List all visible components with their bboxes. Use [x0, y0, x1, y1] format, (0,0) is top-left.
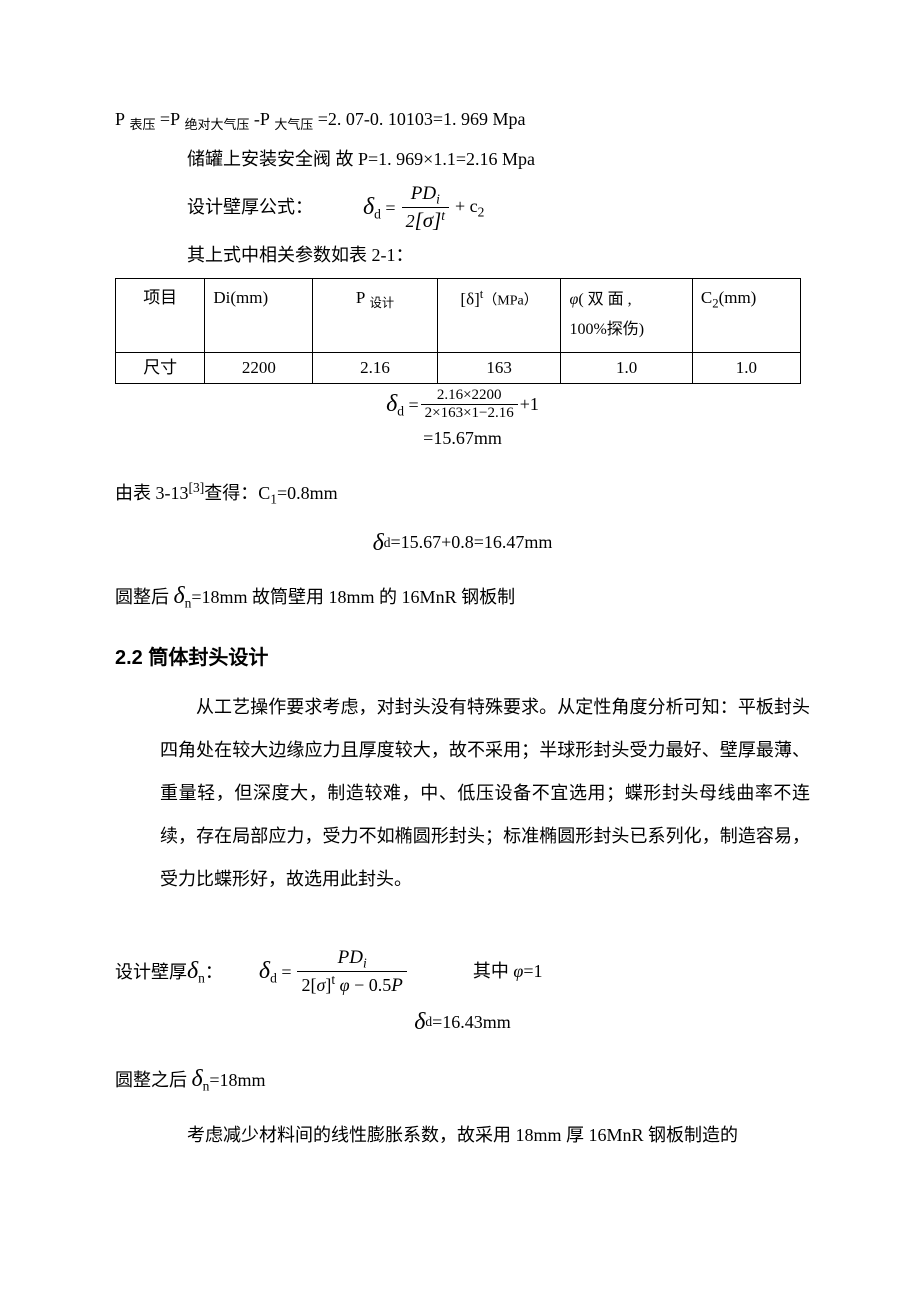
calc-delta-d-3: δd=16.43mm: [115, 1004, 810, 1041]
td-di: 2200: [205, 352, 313, 383]
th-di: Di(mm): [205, 279, 313, 353]
design-thickness-formula-2: 设计壁厚δn： δd = PDi 2[σ]t φ − 0.5P 其中 φ=1其中…: [115, 945, 810, 998]
th-sigma: [δ]t（MPa）: [437, 279, 561, 353]
th-p-design: P 设计: [313, 279, 437, 353]
rounding-2: 圆整之后 δn=18mm: [115, 1053, 810, 1106]
wall-thickness-formula-row: 设计壁厚公式： δd = PDi 2[σ]t + c2: [115, 183, 810, 232]
td-sigma: 163: [437, 352, 561, 383]
table-313-lookup: 由表 3-13[3]查得：C1=0.8mm: [115, 473, 810, 514]
parameters-table: 项目 Di(mm) P 设计 [δ]t（MPa） φφ( 双 面 ,( 双 面 …: [115, 278, 801, 384]
rounding-1: 圆整后 δn=18mm 故筒壁用 18mm 的 16MnR 钢板制: [115, 570, 810, 623]
table-caption: 其上式中相关参数如表 2-1：: [115, 236, 810, 276]
section-2-2-heading: 2.2 筒体封头设计: [115, 643, 810, 674]
last-paragraph: 考虑减少材料间的线性膨胀系数，故采用 18mm 厚 16MnR 钢板制造的: [115, 1116, 810, 1156]
gauge-pressure-equation: P 表压 =P 绝对大气压 -P 大气压 =2. 07-0. 10103=1. …: [115, 100, 810, 140]
head-design-paragraph: 从工艺操作要求考虑，对封头没有特殊要求。从定性角度分析可知：平板封头四角处在较大…: [115, 686, 810, 902]
td-label: 尺寸: [116, 352, 205, 383]
td-c2: 1.0: [692, 352, 800, 383]
safety-valve-line: 储罐上安装安全阀 故 P=1. 969×1.1=2.16 Mpa: [115, 140, 810, 180]
th-item: 项目: [116, 279, 205, 353]
formula-label: 设计壁厚公式：: [187, 194, 313, 222]
th-c2: C2(mm): [692, 279, 800, 353]
calc-result-1: =15.67mm: [115, 425, 810, 453]
td-phi: 1.0: [561, 352, 692, 383]
calc-delta-d: δd = 2.16×2200 2×163×1−2.16 +1: [115, 386, 810, 423]
th-phi: φφ( 双 面 ,( 双 面 ,100%探伤): [561, 279, 692, 353]
calc-delta-d-2: δd=15.67+0.8=16.47mm: [115, 525, 810, 562]
td-p: 2.16: [313, 352, 437, 383]
